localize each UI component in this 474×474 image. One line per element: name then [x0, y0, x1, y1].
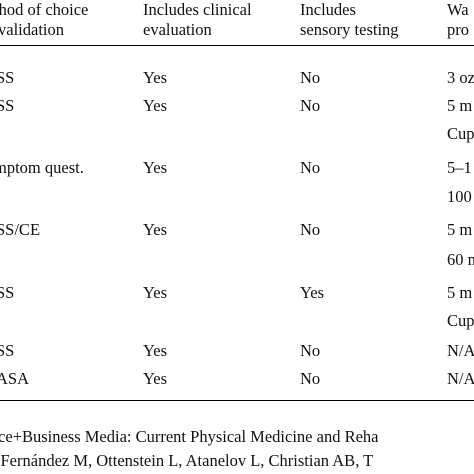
cell-water: 5 m — [447, 96, 473, 115]
cell-method: mptom quest. — [0, 158, 84, 177]
cell-clinical: Yes — [143, 220, 168, 239]
source-note-line2: -Fernández M, Ottenstein L, Atanelov L, … — [0, 451, 374, 470]
cell-sensory: No — [300, 220, 321, 239]
cell-water: 5 m — [447, 283, 473, 302]
header-water-line1: Wa — [447, 0, 469, 19]
cell-sensory: No — [300, 96, 321, 115]
cell-clinical: Yes — [143, 158, 168, 177]
cell-water-continued: Cup — [447, 311, 474, 330]
cell-water: 5–1 — [447, 158, 472, 177]
table-bottom-rule — [0, 400, 474, 401]
header-method-line1: thod of choice — [0, 0, 89, 19]
cell-method: SS — [0, 341, 15, 360]
cell-clinical: Yes — [143, 96, 168, 115]
cell-water: 5 m — [447, 220, 473, 239]
cell-sensory: No — [300, 369, 321, 388]
header-sensory-line2: sensory testing — [300, 20, 399, 39]
header-water-line2: pro — [447, 20, 469, 39]
cell-water-continued: Cup — [447, 124, 474, 143]
source-note-line1: ce+Business Media: Current Physical Medi… — [0, 427, 379, 446]
cell-method: SS — [0, 68, 15, 87]
cell-method: SS — [0, 283, 15, 302]
cell-clinical: Yes — [143, 283, 168, 302]
cell-clinical: Yes — [143, 68, 168, 87]
header-divider — [0, 45, 474, 46]
cell-water-continued: 60 m — [447, 250, 474, 269]
cell-water: N/A — [447, 369, 474, 388]
header-clinical-line2: evaluation — [143, 20, 212, 39]
header-method-line2: validation — [0, 20, 64, 39]
header-clinical-line1: Includes clinical — [143, 0, 252, 19]
cell-method: SS/CE — [0, 220, 41, 239]
cell-method: ASA — [0, 369, 30, 388]
cell-sensory: No — [300, 68, 321, 87]
cell-sensory: Yes — [300, 283, 325, 302]
cell-clinical: Yes — [143, 341, 168, 360]
cell-water: 3 oz — [447, 68, 474, 87]
cell-clinical: Yes — [143, 369, 168, 388]
cell-water: N/A — [447, 341, 474, 360]
cell-sensory: No — [300, 341, 321, 360]
cell-water-continued: 100 — [447, 187, 472, 206]
cell-method: SS — [0, 96, 15, 115]
header-sensory-line1: Includes — [300, 0, 356, 19]
cell-sensory: No — [300, 158, 321, 177]
